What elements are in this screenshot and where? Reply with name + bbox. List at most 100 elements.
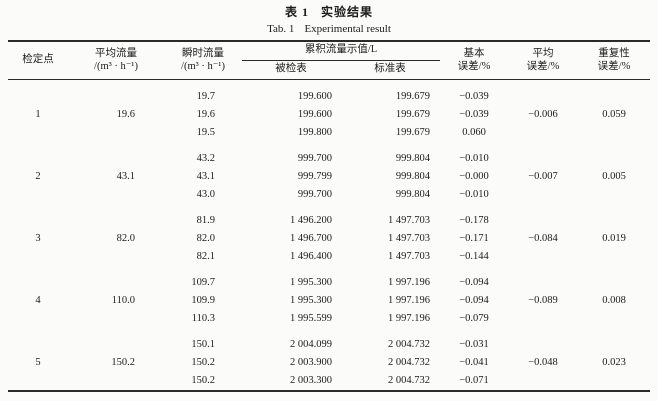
cell-avg-flow [68,186,164,204]
table-row: 19.5 199.800 199.679 0.060 [8,124,650,142]
cell-tested-meter: 1 496.700 [290,233,332,244]
cell-tested-meter: 999.700 [297,153,332,164]
cell-tested-meter: 2 004.099 [290,339,332,350]
cell-repeat-error [578,328,650,354]
cell-standard-meter: 1 497.703 [388,215,430,226]
table-row: 150.1 2 004.099 2 004.732 −0.031 [8,328,650,354]
cell-mean-error: −0.006 [528,109,558,120]
cell-basic-error: −0.010 [459,189,489,200]
cell-standard-meter: 1 497.703 [388,233,430,244]
cell-repeat-error: 0.019 [602,233,626,244]
cell-repeat-error [578,310,650,328]
table-title-block: 表 1 实验结果 Tab. 1 Experimental result [8,4,650,37]
table-row: 3 82.0 82.0 1 496.700 1 497.703 −0.171 −… [8,230,650,248]
cell-basic-error: −0.079 [459,313,489,324]
cell-inst-flow: 19.6 [196,109,215,120]
cell-avg-flow [68,142,164,168]
cell-inst-flow: 82.1 [196,251,215,262]
cell-repeat-error [578,372,650,391]
cell-point: 3 [35,233,41,244]
header-basic-error-line1: 基本 [463,47,485,59]
cell-tested-meter: 999.700 [297,189,332,200]
cell-tested-meter: 2 003.300 [290,375,332,386]
cell-point [8,142,68,168]
cell-inst-flow: 19.7 [196,91,215,102]
cell-avg-flow [68,124,164,142]
cell-basic-error: −0.094 [459,277,489,288]
table-row: 1 19.6 19.6 199.600 199.679 −0.039 −0.00… [8,106,650,124]
cell-basic-error: −0.031 [459,339,489,350]
cell-standard-meter: 1 497.703 [388,251,430,262]
cell-tested-meter: 1 995.300 [290,277,332,288]
header-row-1: 检定点 平均流量 /(m³ · h⁻¹) 瞬时流量 /(m³ · h⁻¹) 累积… [8,41,650,80]
table-row: 110.3 1 995.599 1 997.196 −0.079 [8,310,650,328]
cell-mean-error: −0.007 [528,171,558,182]
header-instant-flow-line1: 瞬时流量 [182,47,224,59]
header-row-2: 被检表 标准表 [8,60,650,80]
cell-tested-meter: 199.600 [297,91,332,102]
cell-mean-error [508,124,578,142]
cell-tested-meter: 1 995.300 [290,295,332,306]
header-average-flow-unit: /(m³ · h⁻¹) [94,60,138,72]
cell-avg-flow [68,266,164,292]
cell-mean-error: −0.048 [528,357,558,368]
cell-basic-error: −0.178 [459,215,489,226]
cell-standard-meter: 1 997.196 [388,277,430,288]
cell-avg-flow: 150.2 [111,357,135,368]
cell-avg-flow: 82.0 [116,233,135,244]
header-repeatability-error-line2: 误差/% [597,60,631,72]
cell-repeat-error: 0.059 [602,109,626,120]
cell-point: 5 [35,357,41,368]
cell-mean-error: −0.089 [528,295,558,306]
cell-point [8,204,68,230]
table-title-zh: 表 1 实验结果 [8,4,650,21]
cell-repeat-error [578,266,650,292]
cell-mean-error [508,186,578,204]
cell-standard-meter: 2 004.732 [388,357,430,368]
cell-point: 1 [35,109,41,120]
cell-basic-error: −0.010 [459,153,489,164]
cell-tested-meter: 1 995.599 [290,313,332,324]
header-instant-flow-unit: /(m³ · h⁻¹) [181,60,225,72]
table-row: 82.1 1 496.400 1 497.703 −0.144 [8,248,650,266]
table-row: 109.7 1 995.300 1 997.196 −0.094 [8,266,650,292]
cell-point [8,80,68,107]
cell-basic-error: 0.060 [462,127,486,138]
table-header: 检定点 平均流量 /(m³ · h⁻¹) 瞬时流量 /(m³ · h⁻¹) 累积… [8,41,650,80]
header-mean-error: 平均 误差/% [508,41,578,80]
cell-basic-error: −0.144 [459,251,489,262]
table-row: 150.2 2 003.300 2 004.732 −0.071 [8,372,650,391]
cell-repeat-error [578,204,650,230]
cell-mean-error: −0.084 [528,233,558,244]
cell-basic-error: −0.039 [459,91,489,102]
cell-basic-error: −0.171 [459,233,489,244]
cell-avg-flow [68,328,164,354]
header-average-flow: 平均流量 /(m³ · h⁻¹) [68,41,164,80]
cell-mean-error [508,248,578,266]
cell-standard-meter: 199.679 [395,91,430,102]
header-instant-flow: 瞬时流量 /(m³ · h⁻¹) [164,41,242,80]
header-basic-error-line2: 误差/% [457,60,491,72]
cell-inst-flow: 19.5 [196,127,215,138]
cell-point [8,328,68,354]
cell-tested-meter: 199.800 [297,127,332,138]
table-row: 43.2 999.700 999.804 −0.010 [8,142,650,168]
table-row: 5 150.2 150.2 2 003.900 2 004.732 −0.041… [8,354,650,372]
cell-basic-error: −0.039 [459,109,489,120]
cell-repeat-error: 0.008 [602,295,626,306]
cell-basic-error: −0.000 [459,171,489,182]
cell-point: 4 [35,295,41,306]
header-repeatability-error: 重复性 误差/% [578,41,650,80]
cell-standard-meter: 2 004.732 [388,339,430,350]
cell-standard-meter: 199.679 [395,109,430,120]
cell-repeat-error [578,186,650,204]
cell-tested-meter: 2 003.900 [290,357,332,368]
table-row: 19.7 199.600 199.679 −0.039 [8,80,650,107]
cell-standard-meter: 2 004.732 [388,375,430,386]
table-title-en: Tab. 1 Experimental result [8,21,650,37]
cell-tested-meter: 1 496.400 [290,251,332,262]
cell-basic-error: −0.041 [459,357,489,368]
cell-point [8,266,68,292]
cell-mean-error [508,372,578,391]
